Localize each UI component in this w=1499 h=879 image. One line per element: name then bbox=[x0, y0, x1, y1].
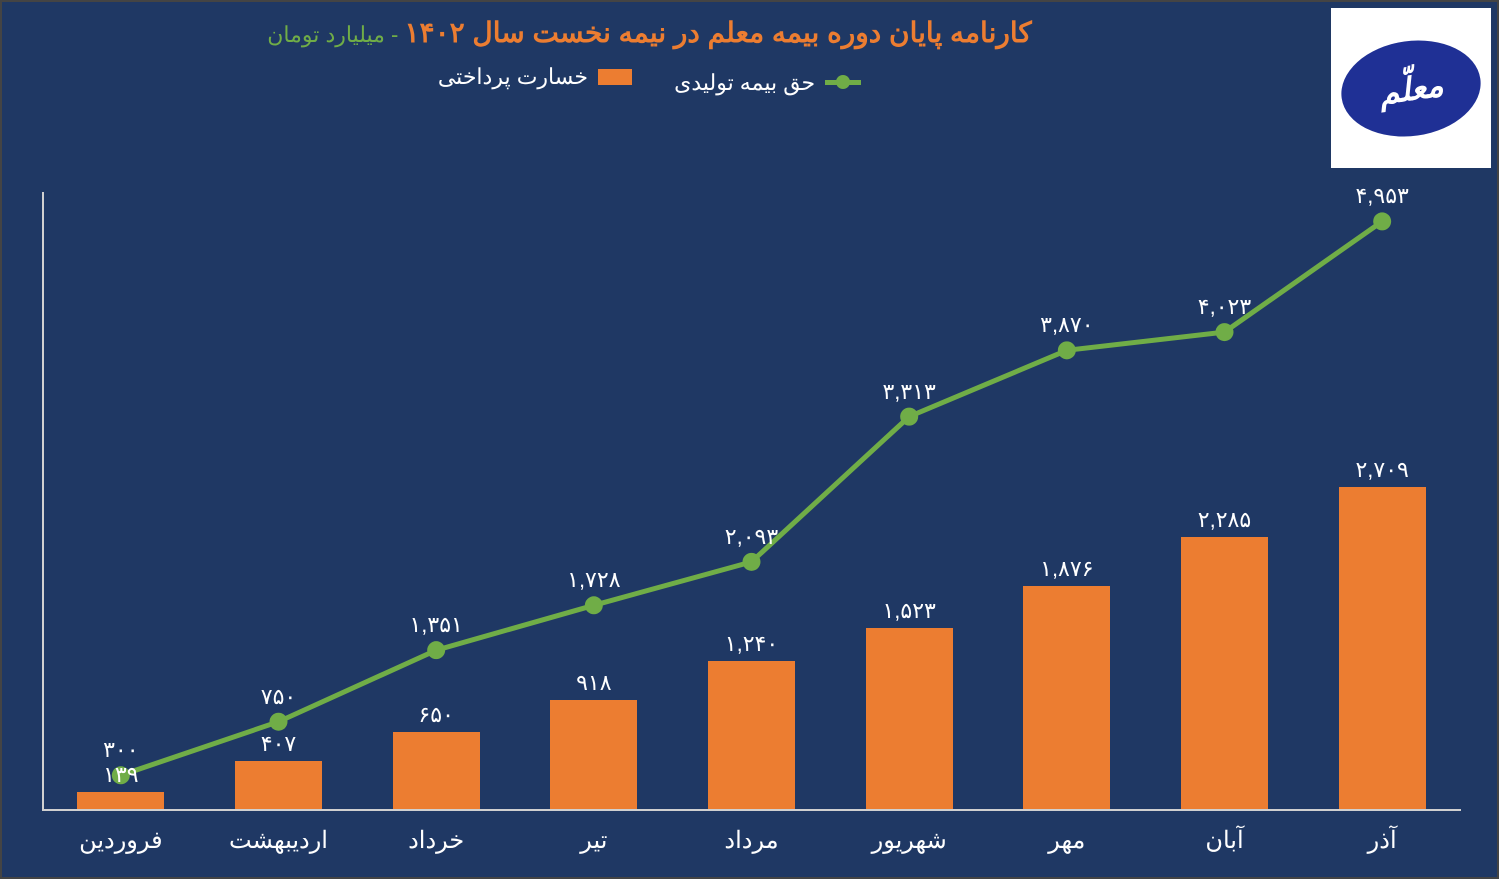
bar bbox=[393, 732, 480, 809]
legend-item-bar: خسارت پرداختی bbox=[438, 64, 632, 90]
plot-area: ۱۳۹فروردین۳۰۰۴۰۷اردیبهشت۷۵۰۶۵۰خرداد۱,۳۵۱… bbox=[42, 192, 1461, 811]
line-value-label: ۳,۳۱۳ bbox=[882, 379, 935, 405]
bar bbox=[1023, 586, 1110, 809]
line-marker bbox=[743, 553, 761, 571]
title-sub: - میلیارد تومان bbox=[267, 22, 404, 47]
x-tick-label: تیر bbox=[580, 826, 607, 855]
x-tick-label: آذر bbox=[1368, 826, 1397, 855]
title-main: کارنامه پایان دوره بیمه معلم در نیمه نخس… bbox=[405, 17, 1032, 48]
line-value-label: ۷۵۰ bbox=[261, 684, 296, 710]
bar bbox=[235, 761, 322, 809]
chart-canvas: معلّم کارنامه پایان دوره بیمه معلم در نی… bbox=[0, 0, 1499, 879]
bar bbox=[866, 628, 953, 809]
bar-value-label: ۱۳۹ bbox=[103, 762, 138, 788]
bar-value-label: ۱,۵۲۳ bbox=[882, 598, 935, 624]
bar bbox=[1181, 537, 1268, 809]
legend-item-line: حق بیمه تولیدی bbox=[674, 70, 861, 96]
chart-title: کارنامه پایان دوره بیمه معلم در نیمه نخس… bbox=[2, 16, 1297, 49]
line-marker bbox=[1216, 323, 1234, 341]
x-tick-label: اردیبهشت bbox=[229, 826, 328, 855]
bar-value-label: ۲,۲۸۵ bbox=[1198, 507, 1251, 533]
logo-box: معلّم bbox=[1331, 8, 1491, 168]
line-value-label: ۴,۹۵۳ bbox=[1355, 183, 1408, 209]
legend-line-dot bbox=[836, 75, 850, 89]
bar-value-label: ۱,۲۴۰ bbox=[725, 631, 778, 657]
line-value-label: ۲,۰۹۳ bbox=[725, 524, 778, 550]
line-value-label: ۱,۷۲۸ bbox=[567, 567, 620, 593]
bar bbox=[550, 700, 637, 809]
x-tick-label: فروردین bbox=[79, 826, 163, 855]
x-tick-label: شهریور bbox=[872, 826, 947, 855]
line-marker bbox=[1058, 341, 1076, 359]
legend-line-label: حق بیمه تولیدی bbox=[674, 70, 815, 96]
x-tick-label: مرداد bbox=[724, 826, 778, 855]
line-marker bbox=[1373, 212, 1391, 230]
line-value-label: ۳۰۰ bbox=[103, 737, 138, 763]
line-value-label: ۱,۳۵۱ bbox=[409, 612, 462, 638]
bar bbox=[1339, 487, 1426, 809]
legend-swatch-bar bbox=[598, 69, 632, 85]
x-tick-label: مهر bbox=[1048, 826, 1085, 855]
logo-text: معلّم bbox=[1376, 65, 1445, 112]
bar-value-label: ۴۰۷ bbox=[261, 731, 296, 757]
bar-value-label: ۲,۷۰۹ bbox=[1355, 457, 1408, 483]
legend-bar-label: خسارت پرداختی bbox=[438, 64, 588, 90]
line-marker bbox=[270, 713, 288, 731]
x-tick-label: آبان bbox=[1205, 826, 1243, 855]
logo-ellipse: معلّم bbox=[1335, 31, 1487, 145]
line-marker bbox=[585, 596, 603, 614]
legend: حق بیمه تولیدی خسارت پرداختی bbox=[2, 64, 1297, 96]
bar bbox=[77, 792, 164, 809]
bar-value-label: ۱,۸۷۶ bbox=[1040, 556, 1093, 582]
line-value-label: ۳,۸۷۰ bbox=[1040, 312, 1093, 338]
line-marker bbox=[427, 641, 445, 659]
bar-value-label: ۹۱۸ bbox=[576, 670, 611, 696]
x-tick-label: خرداد bbox=[408, 826, 464, 855]
bar bbox=[708, 661, 795, 809]
line-value-label: ۴,۰۲۳ bbox=[1198, 294, 1251, 320]
legend-swatch-line bbox=[825, 80, 861, 85]
line-marker bbox=[900, 408, 918, 426]
bar-value-label: ۶۵۰ bbox=[418, 702, 453, 728]
